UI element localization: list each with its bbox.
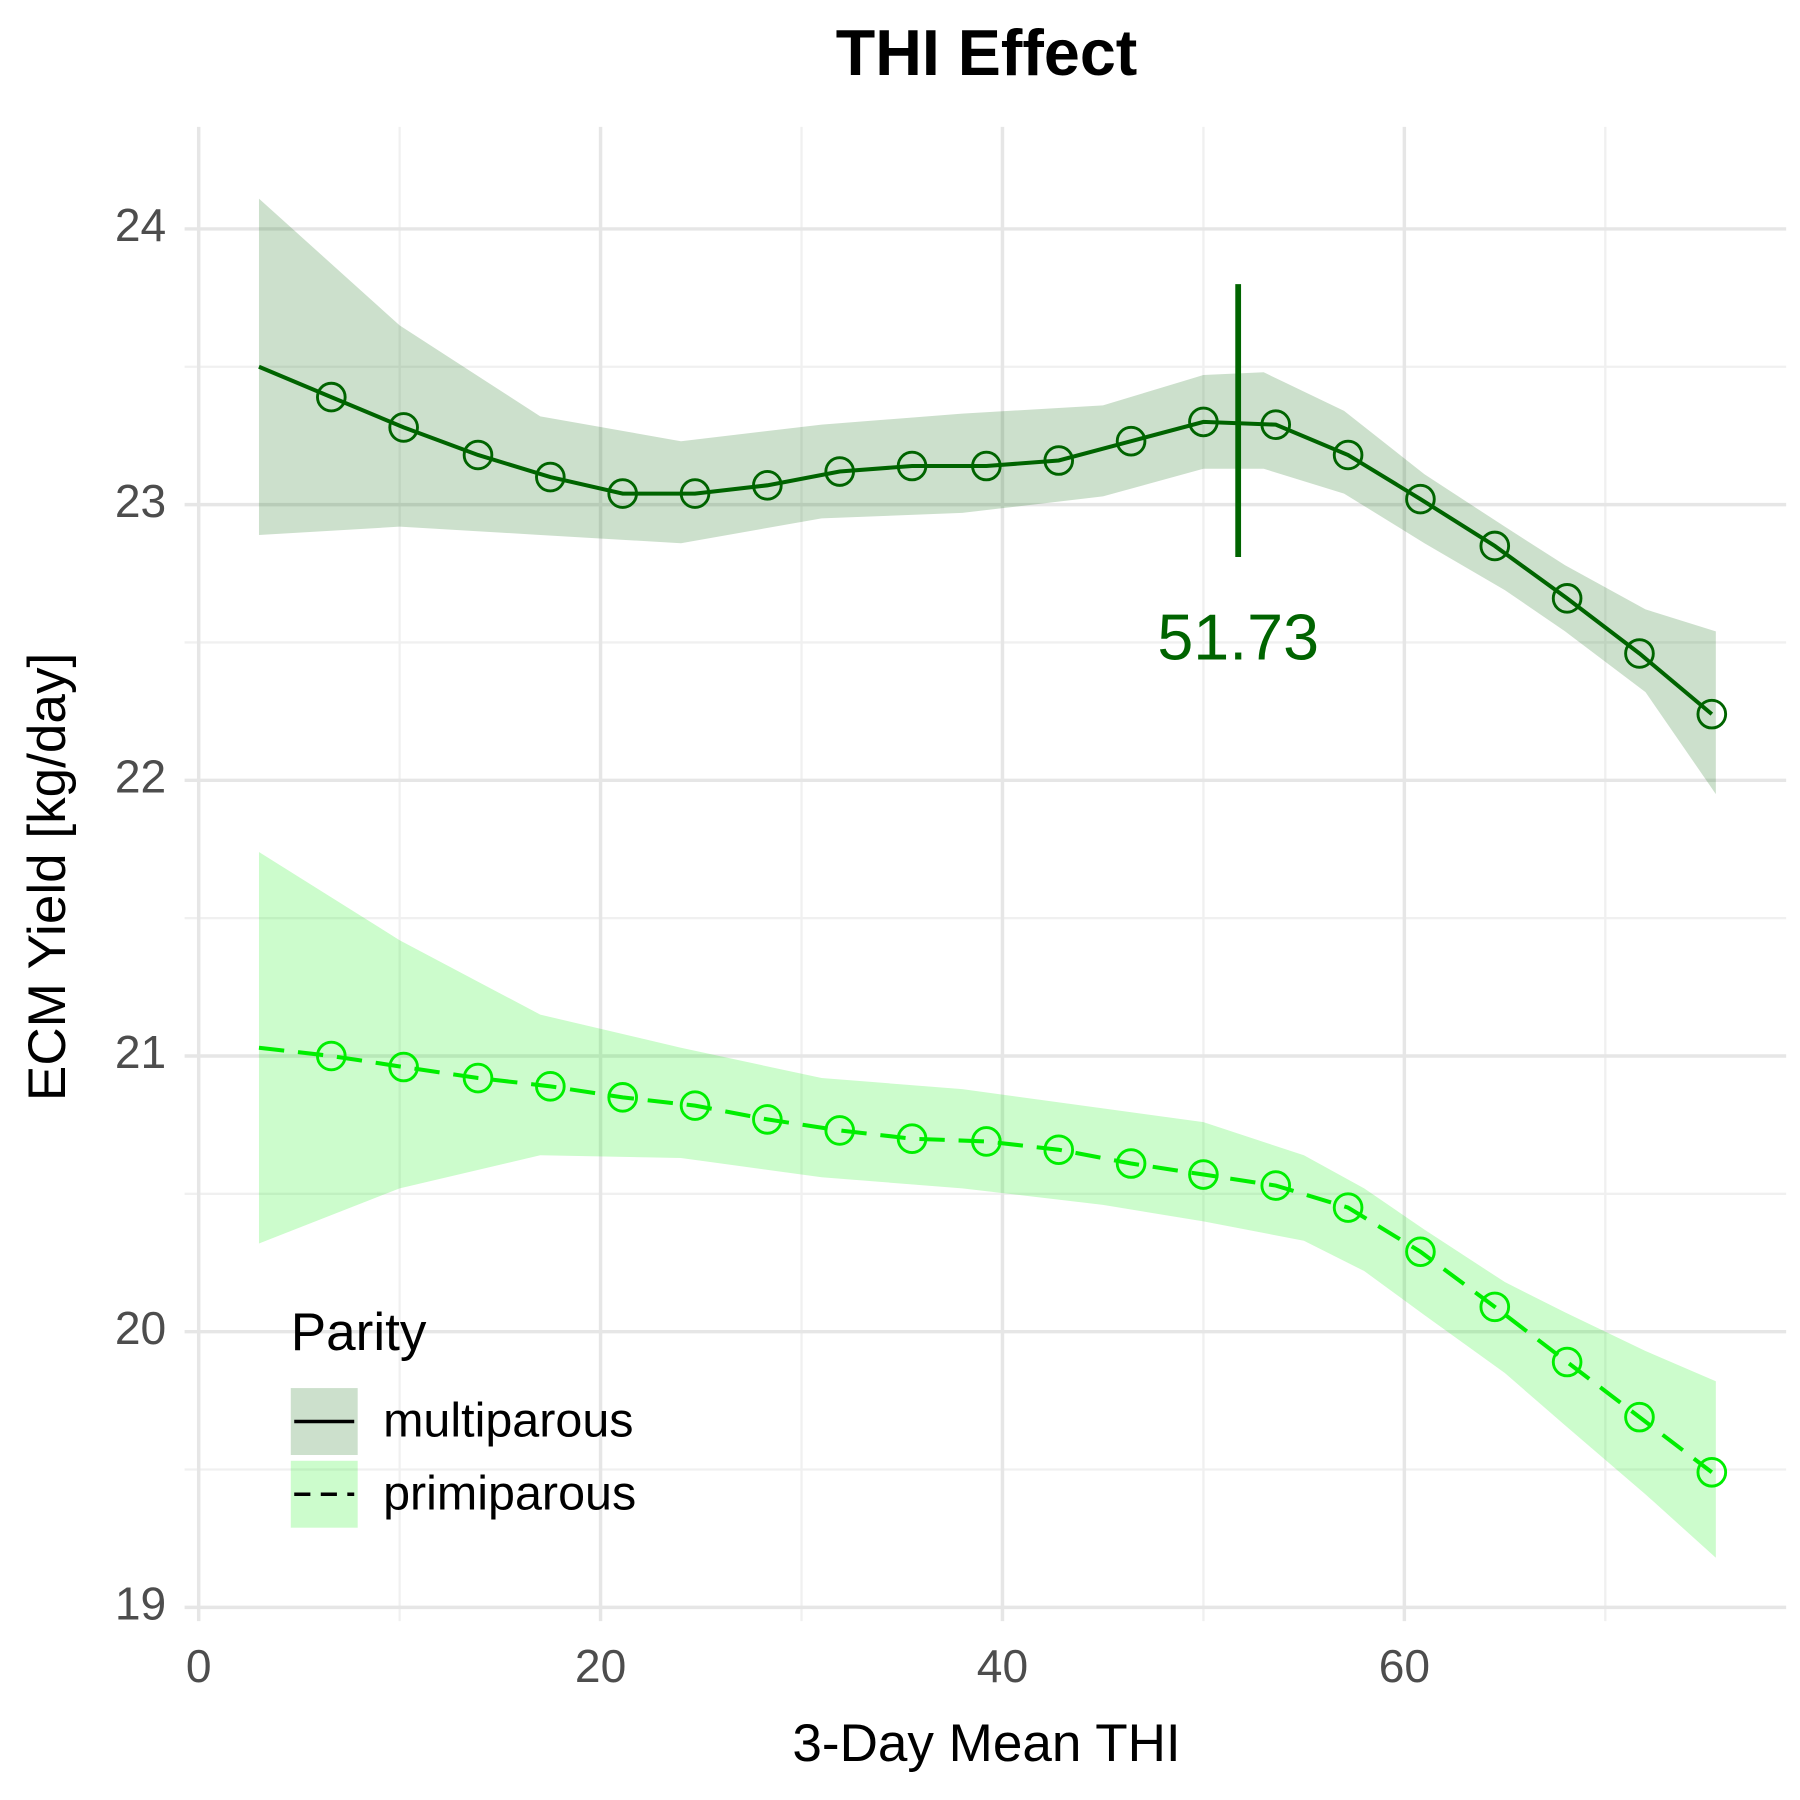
point [1479, 530, 1511, 562]
legend-title: Parity [291, 1303, 427, 1362]
y-tick-label: 19 [115, 1578, 166, 1630]
point [824, 1115, 855, 1146]
point [752, 470, 783, 501]
point [316, 1040, 347, 1072]
line [258, 364, 1714, 716]
point [1332, 1192, 1364, 1223]
y-tick-label: 24 [115, 199, 166, 251]
line [258, 1045, 1714, 1474]
point [896, 1123, 928, 1154]
point [607, 1082, 638, 1113]
legend-label: primiparous [383, 1466, 636, 1520]
legend-label: multiparous [383, 1394, 633, 1448]
point [1479, 1291, 1511, 1323]
y-tick-label: 21 [115, 1026, 166, 1078]
y-tick-label: 23 [115, 475, 166, 527]
point [1115, 425, 1147, 457]
point [1260, 1170, 1292, 1201]
x-tick-label: 60 [1379, 1640, 1430, 1692]
x-tick-label: 0 [186, 1640, 212, 1692]
point [1188, 406, 1219, 438]
x-tick-label: 20 [575, 1640, 626, 1692]
x-tick-label: 40 [977, 1640, 1028, 1692]
point [1405, 1236, 1436, 1268]
point [462, 439, 494, 471]
point [971, 1126, 1002, 1157]
point [679, 1090, 711, 1121]
point [607, 478, 638, 509]
point [896, 450, 928, 482]
point [1115, 1148, 1147, 1179]
point [1696, 1456, 1728, 1488]
point [1405, 483, 1436, 515]
point [316, 381, 347, 413]
point [1696, 698, 1728, 730]
confidence-band [258, 851, 1716, 1558]
point [1043, 445, 1075, 476]
point [1551, 1346, 1583, 1378]
point [1260, 409, 1292, 440]
point [971, 450, 1002, 482]
point [535, 461, 566, 493]
y-tick-label: 22 [115, 750, 166, 802]
chart-title: THI Effect [836, 17, 1138, 89]
confidence-band [258, 198, 1716, 795]
point [535, 1071, 566, 1102]
point [1188, 1159, 1219, 1190]
point [1551, 583, 1583, 614]
point [1043, 1134, 1075, 1166]
point [1332, 439, 1364, 471]
point [388, 1051, 419, 1083]
y-tick-label: 20 [115, 1302, 166, 1354]
point [1624, 638, 1655, 669]
point [388, 412, 419, 443]
point [679, 478, 711, 509]
x-axis-title: 3-Day Mean THI [792, 1714, 1180, 1773]
point [752, 1104, 783, 1135]
annotation-label: 51.73 [1157, 602, 1319, 674]
point [824, 456, 855, 487]
point [1624, 1401, 1655, 1433]
point [462, 1062, 494, 1094]
y-axis-title: ECM Yield [kg/day] [18, 653, 77, 1101]
